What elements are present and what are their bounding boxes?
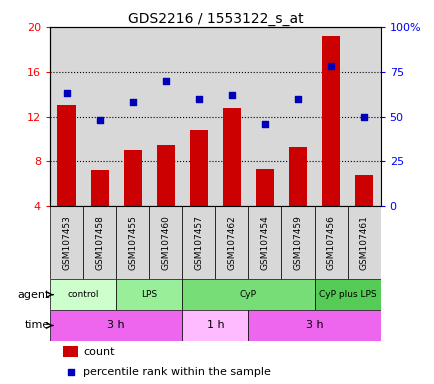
Text: GSM107455: GSM107455	[128, 215, 137, 270]
Bar	[149, 206, 182, 279]
Bar	[116, 206, 149, 279]
Text: GSM107462: GSM107462	[227, 215, 236, 270]
Point	[294, 96, 301, 102]
Text: GSM107460: GSM107460	[161, 215, 170, 270]
Text: GSM107458: GSM107458	[95, 215, 104, 270]
Point	[162, 78, 169, 84]
Bar	[116, 27, 149, 206]
Text: 3 h: 3 h	[107, 321, 125, 331]
Bar	[156, 145, 174, 206]
Bar	[182, 206, 215, 279]
Bar	[347, 206, 380, 279]
Bar	[116, 279, 182, 310]
Bar	[321, 36, 339, 206]
Text: CyP: CyP	[239, 290, 256, 299]
Text: 3 h: 3 h	[305, 321, 322, 331]
Point	[360, 114, 367, 120]
Text: 1 h: 1 h	[206, 321, 224, 331]
Bar	[90, 170, 108, 206]
Text: agent: agent	[18, 290, 50, 300]
Bar	[83, 206, 116, 279]
Bar	[63, 346, 78, 358]
Point	[63, 90, 70, 96]
Text: GSM107457: GSM107457	[194, 215, 203, 270]
Bar	[83, 27, 116, 206]
Bar	[189, 130, 207, 206]
Bar	[314, 206, 347, 279]
Bar	[314, 27, 347, 206]
Text: CyP plus LPS: CyP plus LPS	[318, 290, 375, 299]
Bar	[347, 27, 380, 206]
Text: LPS: LPS	[141, 290, 157, 299]
Bar	[248, 27, 281, 206]
Text: GSM107456: GSM107456	[326, 215, 335, 270]
Bar	[50, 279, 116, 310]
Point	[67, 369, 74, 375]
Bar	[281, 27, 314, 206]
Point	[96, 117, 103, 123]
Text: GSM107461: GSM107461	[359, 215, 368, 270]
Point	[195, 96, 202, 102]
Bar	[288, 147, 306, 206]
Bar	[57, 105, 76, 206]
Bar	[255, 169, 273, 206]
Bar	[215, 27, 248, 206]
Bar	[314, 279, 380, 310]
Bar	[222, 108, 240, 206]
Bar	[182, 27, 215, 206]
Bar	[248, 310, 380, 341]
Bar	[215, 206, 248, 279]
Point	[327, 63, 334, 70]
Text: time: time	[25, 321, 50, 331]
Point	[228, 92, 235, 98]
Point	[129, 99, 136, 105]
Bar	[354, 175, 372, 206]
Bar	[50, 27, 83, 206]
Text: GSM107453: GSM107453	[62, 215, 71, 270]
Bar	[182, 310, 248, 341]
Text: percentile rank within the sample: percentile rank within the sample	[83, 366, 270, 377]
Bar	[149, 27, 182, 206]
Bar	[50, 310, 182, 341]
Bar	[50, 206, 83, 279]
Text: GSM107454: GSM107454	[260, 215, 269, 270]
Bar	[123, 150, 141, 206]
Point	[261, 121, 268, 127]
Title: GDS2216 / 1553122_s_at: GDS2216 / 1553122_s_at	[127, 12, 302, 26]
Bar	[281, 206, 314, 279]
Text: GSM107459: GSM107459	[293, 215, 302, 270]
Bar	[182, 279, 314, 310]
Bar	[248, 206, 281, 279]
Text: count: count	[83, 347, 114, 357]
Text: control: control	[67, 290, 99, 299]
